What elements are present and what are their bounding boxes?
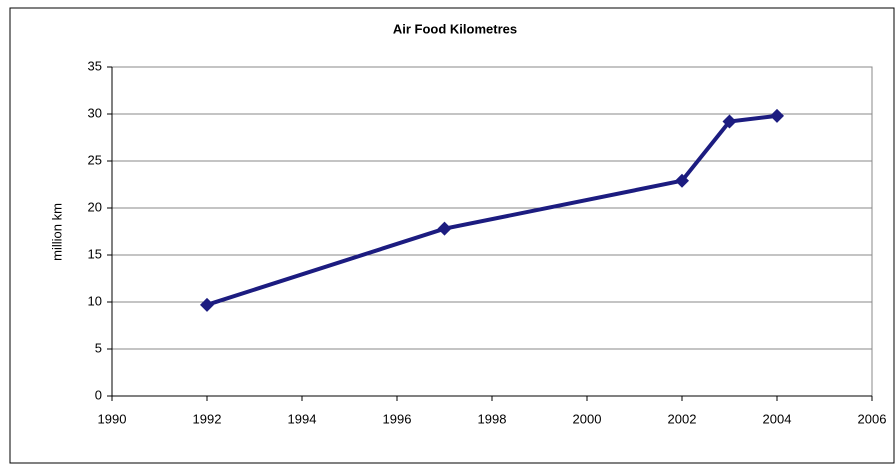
chart-frame	[9, 7, 895, 464]
x-tick-label: 2004	[763, 411, 792, 426]
data-point	[200, 297, 214, 312]
y-tick-label: 35	[88, 58, 102, 73]
x-tick-label: 1996	[383, 411, 412, 426]
y-tick-label: 10	[88, 293, 102, 308]
data-point	[722, 114, 737, 129]
y-tick-label: 15	[88, 246, 102, 261]
x-tick-label: 1994	[288, 411, 317, 426]
x-tick-label: 1992	[193, 411, 222, 426]
y-tick-label: 20	[88, 199, 102, 214]
x-tick-label: 1998	[478, 411, 507, 426]
data-point	[675, 173, 689, 188]
chart-title: Air Food Kilometres	[393, 21, 517, 36]
y-tick-label: 30	[88, 105, 102, 120]
y-axis-label: million km	[49, 203, 64, 261]
x-tick-label: 2002	[668, 411, 697, 426]
data-point	[437, 221, 452, 236]
y-tick-label: 25	[88, 152, 102, 167]
x-tick-label: 1990	[98, 411, 127, 426]
data-point	[770, 108, 784, 123]
y-tick-label: 5	[95, 340, 102, 355]
x-tick-label: 2006	[858, 411, 887, 426]
x-tick-label: 2000	[573, 411, 602, 426]
y-tick-label: 0	[95, 387, 102, 402]
